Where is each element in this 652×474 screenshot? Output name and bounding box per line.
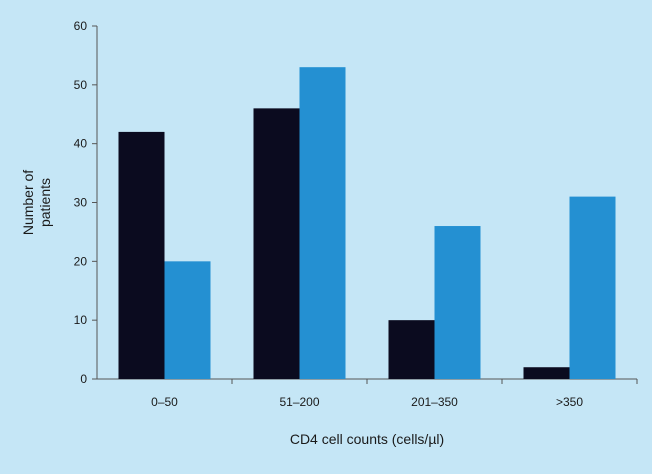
- bar-series-1-1: [118, 131, 165, 379]
- bar-series-2-1: [164, 261, 211, 379]
- x-axis-ticks: 0–50 51–200 201–350 >350: [151, 379, 638, 409]
- y-axis-title-line-2: patients: [37, 178, 53, 227]
- x-tick-label: 0–50: [151, 395, 178, 409]
- y-tick-label: 30: [74, 196, 88, 210]
- bar-series-2-2: [299, 67, 346, 379]
- x-tick-label: 201–350: [411, 395, 458, 409]
- y-tick-label: 50: [74, 78, 88, 92]
- bar-series-1-4: [523, 367, 570, 379]
- y-axis-ticks: 0 10 20 30 40 50 60: [74, 19, 97, 386]
- y-tick-label: 10: [74, 313, 88, 327]
- y-tick-label: 20: [74, 254, 88, 268]
- bar-series-2-4: [569, 196, 616, 379]
- y-tick-label: 40: [74, 137, 88, 151]
- bar-series-1-3: [388, 320, 435, 379]
- bars: [118, 67, 616, 379]
- y-tick-label: 0: [80, 372, 87, 386]
- bar-series-1-2: [253, 108, 300, 379]
- bar-series-2-3: [434, 226, 481, 379]
- x-tick-label: >350: [556, 395, 583, 409]
- x-tick-label: 51–200: [279, 395, 319, 409]
- y-tick-label: 60: [74, 19, 88, 33]
- y-axis-title-line-1: Number of: [20, 170, 36, 235]
- x-axis-title: CD4 cell counts (cells/µl): [290, 431, 444, 447]
